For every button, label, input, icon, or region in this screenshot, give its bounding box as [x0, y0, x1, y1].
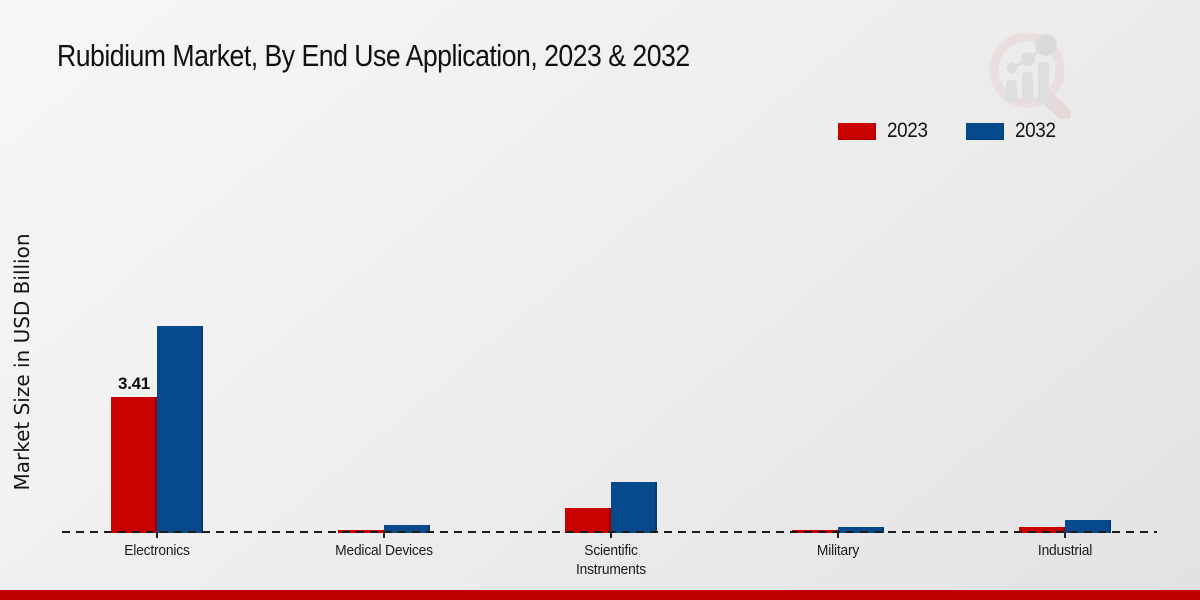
legend-swatch-2023 — [838, 122, 876, 140]
legend-swatch-2032 — [966, 122, 1005, 140]
x-axis-baseline — [62, 531, 1157, 533]
x-tick-scientific-instruments — [610, 533, 612, 538]
x-tick-medical-devices — [383, 533, 385, 538]
x-tick-industrial — [1064, 533, 1066, 538]
bar-2023-electronics — [111, 397, 157, 533]
category-label-electronics: Electronics — [124, 542, 190, 559]
magnifier-bar-chart-logo-icon — [989, 32, 1071, 119]
category-label-industrial: Industrial — [1037, 542, 1093, 559]
category-label-military: Military — [816, 542, 860, 559]
bar-2032-electronics — [157, 326, 203, 533]
category-label-medical-devices: Medical Devices — [335, 542, 433, 559]
category-label-scientific-instruments: Scientific Instruments — [575, 542, 647, 579]
legend-item-2032: 2032 — [966, 119, 1060, 143]
bar-2023-scientific-instruments — [565, 508, 611, 533]
data-label-3.41: 3.41 — [118, 374, 150, 393]
bar-2032-medical-devices — [384, 525, 430, 533]
x-tick-military — [837, 533, 839, 538]
bar-2032-military — [838, 527, 884, 533]
bar-2032-industrial — [1065, 520, 1111, 533]
x-tick-electronics — [156, 533, 158, 538]
chart-title: Rubidium Market, By End Use Application,… — [57, 38, 690, 73]
legend-label-2032: 2032 — [1015, 119, 1056, 142]
legend-label-2023: 2023 — [887, 119, 928, 142]
bar-2032-scientific-instruments — [611, 482, 657, 533]
legend: 2023 2032 — [838, 119, 1060, 143]
footer-stripe — [0, 590, 1200, 600]
legend-item-2023: 2023 — [838, 119, 932, 143]
bar-2023-industrial — [1019, 527, 1065, 533]
